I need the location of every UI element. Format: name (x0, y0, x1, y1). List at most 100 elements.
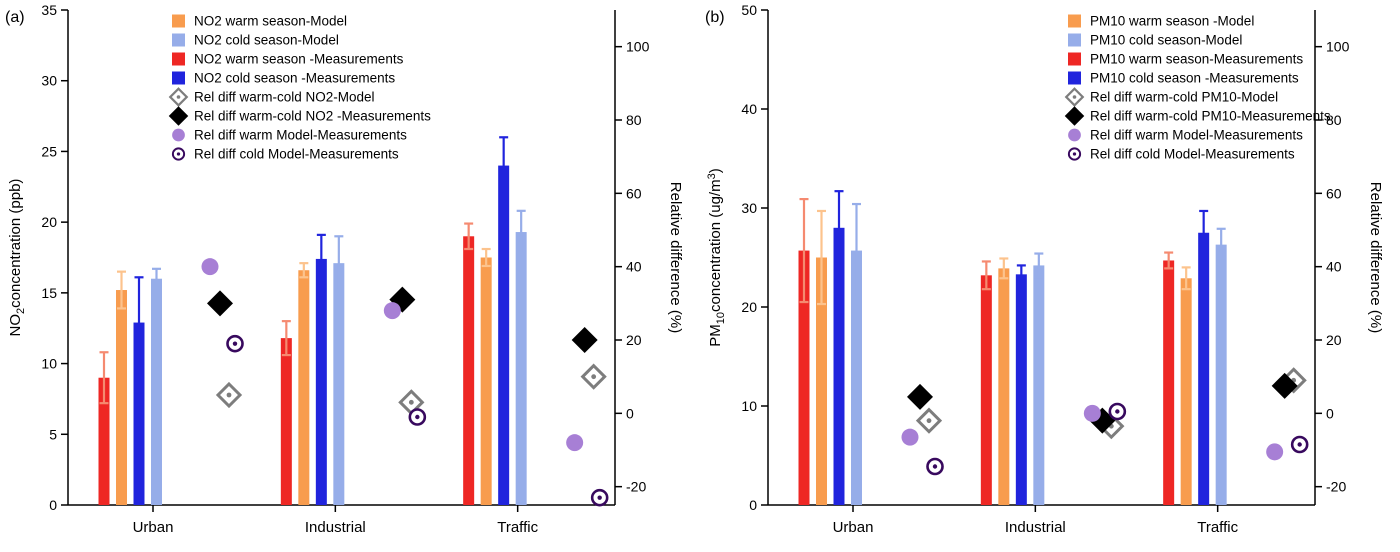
left-tick-label: 0 (749, 497, 757, 513)
legend-label: NO2 cold season -Measurements (194, 71, 395, 86)
right-tick-label: -20 (626, 479, 646, 495)
left-tick-label: 10 (41, 356, 57, 372)
bar-warm_measurements (1163, 260, 1175, 505)
legend-label: PM10 warm season-Measurements (1090, 52, 1303, 67)
left-tick-label: 30 (41, 73, 57, 89)
left-tick-label: 10 (741, 398, 757, 414)
left-axis-title: NO2concentration (ppb) (7, 179, 27, 337)
marker-diamond-open-dot (408, 399, 414, 405)
marker-circle-open-dot (176, 152, 181, 156)
left-tick-label: 35 (41, 2, 57, 18)
legend-label: PM10 cold season-Model (1090, 33, 1242, 48)
legend-label: Rel diff warm-cold NO2 -Measurements (194, 109, 431, 124)
right-tick-label: 80 (626, 112, 642, 128)
legend-label: Rel diff cold Model-Measurements (1090, 147, 1295, 162)
bar-cold_measurements (1015, 274, 1027, 505)
x-category-label: Traffic (497, 519, 538, 536)
legend-label: NO2 warm season -Measurements (194, 52, 404, 67)
bar-cold_model (151, 278, 162, 505)
panel-b-pm10-chart: (b) 0 10 20 30 40 50 -20 0 20 40 60 80 100 Urban Indust… (705, 2, 1384, 536)
right-tick-label: -20 (1326, 479, 1346, 495)
marker-diamond-open-dot (591, 374, 597, 380)
marker-circle-open-dot (932, 464, 938, 469)
right-tick-label: 80 (1326, 112, 1342, 128)
left-tick-label: 20 (41, 214, 57, 230)
right-tick-label: 100 (626, 39, 650, 55)
marker-diamond-filled (1064, 106, 1085, 126)
marker-circle-filled (201, 258, 219, 276)
right-tick-label: 40 (1326, 259, 1342, 275)
x-category-label: Industrial (1005, 519, 1066, 536)
marker-diamond-filled (168, 106, 189, 126)
x-category-label: Urban (133, 519, 174, 536)
bar-cold_measurements (315, 258, 327, 505)
left-tick-label: 20 (741, 299, 757, 315)
right-tick-label: 20 (1326, 332, 1342, 348)
legend-label: Rel diff warm-cold NO2-Model (194, 90, 375, 105)
bar-warm_measurements (463, 236, 475, 506)
legend-label: Rel diff cold Model-Measurements (194, 147, 399, 162)
right-tick-label: 0 (1326, 405, 1334, 421)
marker-circle-open-dot (1115, 409, 1120, 414)
legend-label: Rel diff warm Model-Measurements (1090, 128, 1303, 143)
bar-warm_measurements (98, 377, 110, 505)
bar-warm_measurements (280, 338, 292, 505)
left-tick-label: 30 (741, 200, 757, 216)
bar-warm_model (116, 290, 127, 505)
right-tick-label: 0 (626, 405, 634, 421)
left-tick-label: 15 (41, 285, 57, 301)
legend-swatch-warm_model (1068, 14, 1081, 28)
bar-cold_measurements (498, 165, 510, 506)
bar-cold_measurements (1198, 232, 1210, 505)
marker-circle-filled (901, 428, 919, 446)
right-tick-label: 20 (626, 332, 642, 348)
bar-warm_measurements (798, 250, 810, 505)
marker-circle-filled (383, 302, 401, 320)
right-tick-label: 60 (1326, 185, 1342, 201)
right-axis-title: Relative difference (%) (1367, 182, 1384, 333)
legend-label: NO2 cold season-Model (194, 33, 339, 48)
panel-a-no2-chart: (a) 0 5 10 15 20 25 30 35 -20 0 20 40 60 80 100 Urban Ind… (5, 2, 684, 536)
legend-swatch-cold_measurements (1068, 71, 1081, 85)
marker-diamond-open-dot (926, 418, 932, 424)
marker-diamond-open-dot (1072, 95, 1077, 99)
legend-label: PM10 cold season -Measurements (1090, 71, 1299, 86)
left-axis-title: PM10concentration (ug/m3) (706, 168, 727, 346)
left-tick-label: 50 (741, 2, 757, 18)
marker-circle-filled (1068, 128, 1081, 142)
bar-warm_measurements (980, 275, 992, 505)
legend-swatch-warm_measurements (172, 52, 185, 66)
bar-warm_model (298, 270, 310, 505)
marker-diamond-filled (907, 383, 933, 410)
left-tick-label: 0 (49, 497, 57, 513)
left-tick-label: 5 (49, 426, 57, 442)
legend-label: Rel diff warm-cold PM10-Model (1090, 90, 1278, 105)
legend-label: Rel diff warm Model-Measurements (194, 128, 407, 143)
bar-warm_model (480, 257, 492, 505)
bar-cold_model (1033, 265, 1045, 505)
marker-diamond-filled (571, 327, 598, 353)
marker-circle-open-dot (597, 495, 602, 500)
panel-tag: (a) (5, 9, 25, 26)
legend-swatch-warm_measurements (1068, 52, 1081, 66)
x-category-label: Urban (833, 519, 874, 536)
bar-cold_model (1215, 244, 1227, 505)
left-tick-label: 25 (41, 143, 57, 159)
marker-circle-open-dot (1297, 442, 1302, 447)
legend-swatch-cold_measurements (172, 71, 185, 85)
bar-cold_model (515, 232, 527, 506)
marker-circle-filled (566, 434, 584, 452)
marker-diamond-open-dot (226, 392, 232, 398)
panel-tag: (b) (705, 9, 725, 26)
x-category-label: Traffic (1197, 519, 1238, 536)
marker-circle-open-dot (232, 341, 238, 346)
right-axis-title: Relative difference (%) (667, 182, 684, 333)
marker-circle-open-dot (1072, 152, 1077, 156)
legend-swatch-warm_model (172, 14, 185, 28)
bar-warm_model (1180, 278, 1192, 505)
legend-label: NO2 warm season-Model (194, 14, 347, 29)
marker-diamond-filled (1271, 372, 1298, 399)
legend-label: Rel diff warm-cold PM10-Measurements (1090, 109, 1331, 124)
legend-swatch-cold_model (172, 33, 185, 47)
